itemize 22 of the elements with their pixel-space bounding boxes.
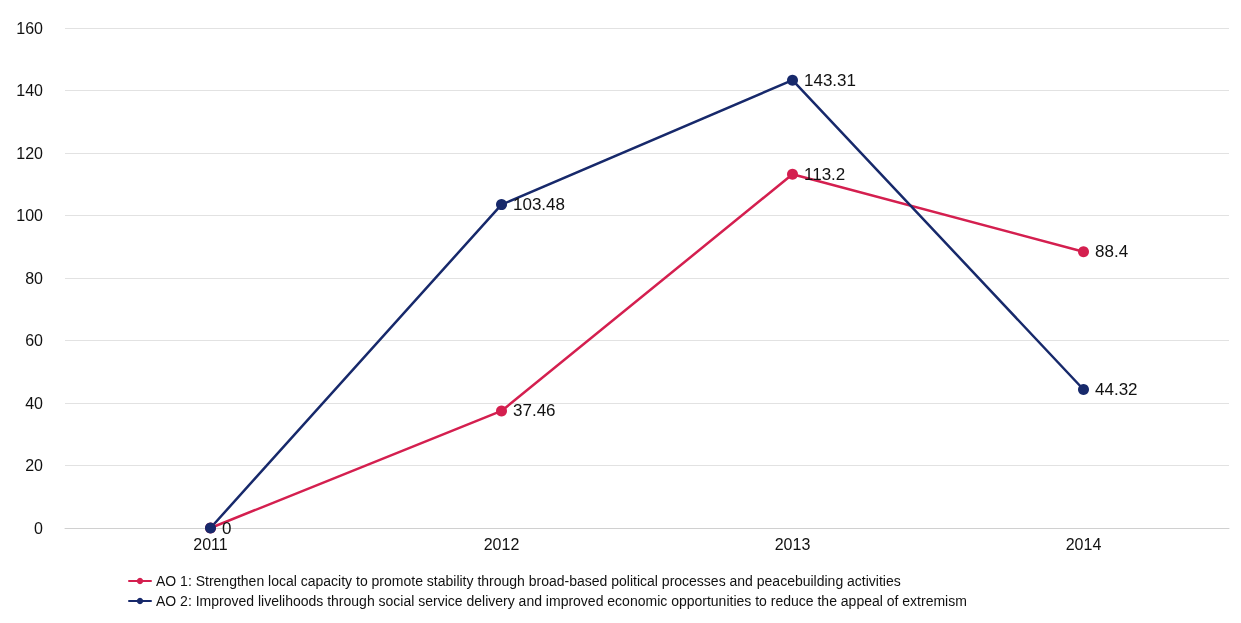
x-tick-label: 2012 xyxy=(483,535,520,553)
data-label: 88.4 xyxy=(1095,242,1129,262)
legend-label: AO 2: Improved livelihoods through social service delivery and improved economic opportunities to reduce the appeal of extremism xyxy=(156,593,967,609)
y-tick-label: 0 xyxy=(34,519,44,537)
data-label: 44.32 xyxy=(1095,380,1138,399)
legend-label: AO 1: Strengthen local capacity to promote stability through broad-based political processes and peacebuilding activities xyxy=(156,573,901,589)
y-tick-label: 60 xyxy=(25,332,44,349)
data-label: 113.2 xyxy=(804,164,846,184)
y-tick-label: 40 xyxy=(25,394,44,412)
data-label: 0 xyxy=(222,518,232,538)
y-tick-label: 80 xyxy=(25,269,44,287)
data-label: 37.46 xyxy=(513,401,556,421)
data-label: 103.48 xyxy=(513,195,565,215)
y-tick-label: 100 xyxy=(16,207,44,224)
y-tick-label: 160 xyxy=(16,19,44,37)
x-tick-label: 2014 xyxy=(1065,535,1102,553)
x-tick-label: 2013 xyxy=(774,535,811,553)
y-tick-label: 140 xyxy=(16,82,44,99)
y-tick-label: 120 xyxy=(16,144,44,162)
data-label: 143.31 xyxy=(804,70,856,90)
y-tick-label: 20 xyxy=(25,457,44,474)
x-tick-label: 2011 xyxy=(193,535,228,553)
